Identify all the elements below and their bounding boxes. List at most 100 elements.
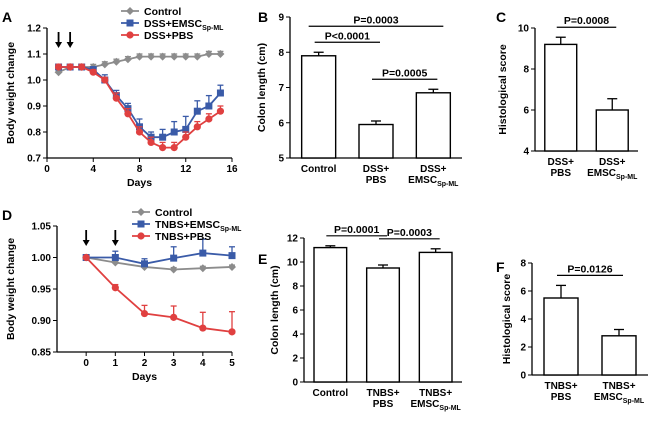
p-value-label: P=0.0003 (353, 14, 398, 26)
data-point-diamond (158, 52, 167, 61)
bar (543, 297, 579, 376)
category-label: PBS (366, 175, 387, 186)
data-point-diamond (123, 55, 132, 64)
y-axis-label: Body weight change (5, 42, 17, 144)
category-label: PBS (373, 399, 394, 410)
data-point-circle (54, 63, 63, 71)
data-point-diamond (193, 52, 202, 61)
category-label: Control (301, 164, 337, 175)
data-point-circle (170, 144, 178, 152)
y-tick-label: 8 (523, 65, 529, 76)
data-point-circle (66, 63, 74, 71)
p-value-label: P=0.0005 (382, 67, 427, 79)
y-tick-label: 12 (287, 234, 299, 245)
y-tick-label: 4 (523, 147, 529, 158)
category-label: EMSCSp-ML (594, 392, 645, 405)
y-tick-label: 2 (520, 343, 526, 354)
y-tick-label: 6 (523, 106, 529, 117)
y-tick-label: 9 (278, 13, 284, 24)
panel-label: A (2, 9, 12, 25)
data-point-circle (124, 110, 132, 118)
category-label: EMSCSp-ML (587, 168, 638, 181)
data-point-square (111, 254, 119, 261)
p-value-label: P=0.0001 (334, 224, 379, 236)
y-tick-label: 1.00 (32, 253, 52, 264)
data-point-diamond (135, 52, 144, 61)
bar (418, 251, 453, 383)
data-point-circle (182, 133, 190, 141)
data-point-square (216, 89, 224, 97)
bar (601, 335, 637, 376)
category-label: DSS+ (363, 164, 390, 175)
bar (415, 92, 452, 159)
data-point-square (205, 102, 213, 110)
y-tick-label: 6 (292, 306, 298, 317)
x-tick-label: 0 (83, 358, 89, 369)
y-tick-label: 1.05 (32, 222, 52, 233)
data-point-square (159, 133, 167, 141)
y-tick-label: 0 (520, 371, 526, 382)
legend-entry: TNBS+PBS (155, 231, 211, 243)
y-tick-label: 0.9 (27, 102, 41, 113)
category-label: PBS (551, 392, 572, 403)
data-point-circle (147, 138, 155, 146)
data-point-diamond (169, 265, 178, 274)
data-point-circle (126, 31, 134, 39)
data-point-diamond (198, 264, 207, 273)
injection-arrow-head (55, 42, 63, 48)
y-tick-label: 1.1 (27, 50, 41, 61)
data-point-circle (193, 123, 201, 131)
data-point-square (182, 125, 190, 133)
category-label: PBS (550, 168, 571, 179)
data-point-diamond (137, 208, 145, 216)
panel-label: E (258, 251, 267, 267)
y-tick-label: 0 (292, 378, 298, 389)
data-point-circle (78, 63, 86, 71)
category-label: Control (313, 388, 349, 399)
data-point-circle (205, 115, 213, 123)
x-tick-label: 4 (200, 358, 206, 369)
x-axis-label: Days (127, 177, 152, 189)
data-point-circle (135, 128, 144, 136)
data-point-diamond (170, 52, 179, 61)
y-tick-label: 0.95 (32, 285, 52, 296)
x-tick-label: 2 (142, 358, 148, 369)
panel-d: 0.85 0.90 0.95 1.00 1.05 Body weight change D 0… (2, 207, 242, 383)
data-point-circle (170, 313, 178, 321)
data-point-diamond (147, 52, 156, 61)
y-tick-label: 4 (292, 330, 298, 341)
data-point-diamond (112, 57, 121, 66)
y-axis-label: Body weight change (5, 238, 17, 340)
data-point-square (137, 220, 145, 228)
y-tick-label: 6 (278, 118, 284, 129)
y-tick-label: 1.0 (27, 76, 41, 87)
bar (365, 267, 401, 383)
data-point-circle (228, 328, 236, 336)
panel-a: 0.7 0.8 0.9 1.0 1.1 1.2 Body weight change A 0 4 8… (2, 6, 238, 189)
p-value-label: P=0.0008 (564, 15, 609, 27)
y-tick-label: 10 (518, 24, 530, 35)
category-label: DSS+ (599, 157, 626, 168)
x-tick-label: 16 (226, 164, 238, 175)
bar (300, 55, 337, 159)
data-point-diamond (204, 50, 213, 58)
x-axis-label: Days (132, 371, 157, 383)
data-point-diamond (228, 262, 236, 271)
injection-arrow-head (82, 240, 90, 246)
category-label: EMSCSp-ML (408, 175, 459, 188)
data-point-circle (159, 144, 167, 152)
data-point-circle (101, 76, 109, 84)
y-axis-label: Colon length (cm) (269, 265, 281, 354)
category-label: TNBS+ (544, 381, 577, 392)
x-tick-label: 1 (113, 358, 119, 369)
y-tick-label: 0.90 (32, 316, 52, 327)
data-point-circle (89, 68, 97, 76)
x-tick-label: 0 (44, 164, 50, 175)
y-tick-label: 8 (292, 282, 298, 293)
x-tick-label: 4 (90, 164, 96, 175)
category-label: TNBS+ (419, 388, 452, 399)
data-point-circle (216, 107, 225, 115)
